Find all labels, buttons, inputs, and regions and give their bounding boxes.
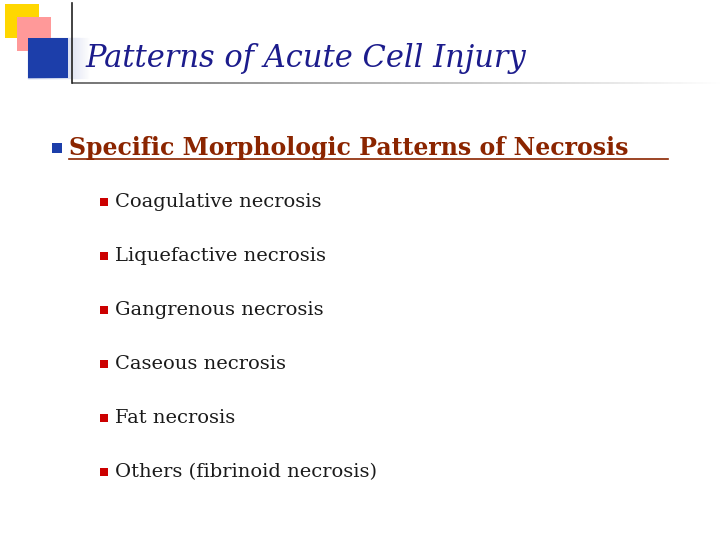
- Text: Fat necrosis: Fat necrosis: [115, 409, 235, 427]
- Bar: [100, 360, 108, 368]
- Text: Specific Morphologic Patterns of Necrosis: Specific Morphologic Patterns of Necrosi…: [69, 136, 629, 160]
- Bar: [28, 38, 68, 78]
- Text: Caseous necrosis: Caseous necrosis: [115, 355, 286, 373]
- Bar: [100, 252, 108, 260]
- Bar: [17, 17, 51, 51]
- Text: Gangrenous necrosis: Gangrenous necrosis: [115, 301, 323, 319]
- Text: Liquefactive necrosis: Liquefactive necrosis: [115, 247, 326, 265]
- Bar: [100, 468, 108, 476]
- Text: Others (fibrinoid necrosis): Others (fibrinoid necrosis): [115, 463, 377, 481]
- Bar: [52, 143, 62, 153]
- Text: Coagulative necrosis: Coagulative necrosis: [115, 193, 322, 211]
- Bar: [100, 198, 108, 206]
- Text: Patterns of Acute Cell Injury: Patterns of Acute Cell Injury: [85, 43, 526, 73]
- Bar: [5, 4, 39, 38]
- Bar: [100, 414, 108, 422]
- Bar: [100, 306, 108, 314]
